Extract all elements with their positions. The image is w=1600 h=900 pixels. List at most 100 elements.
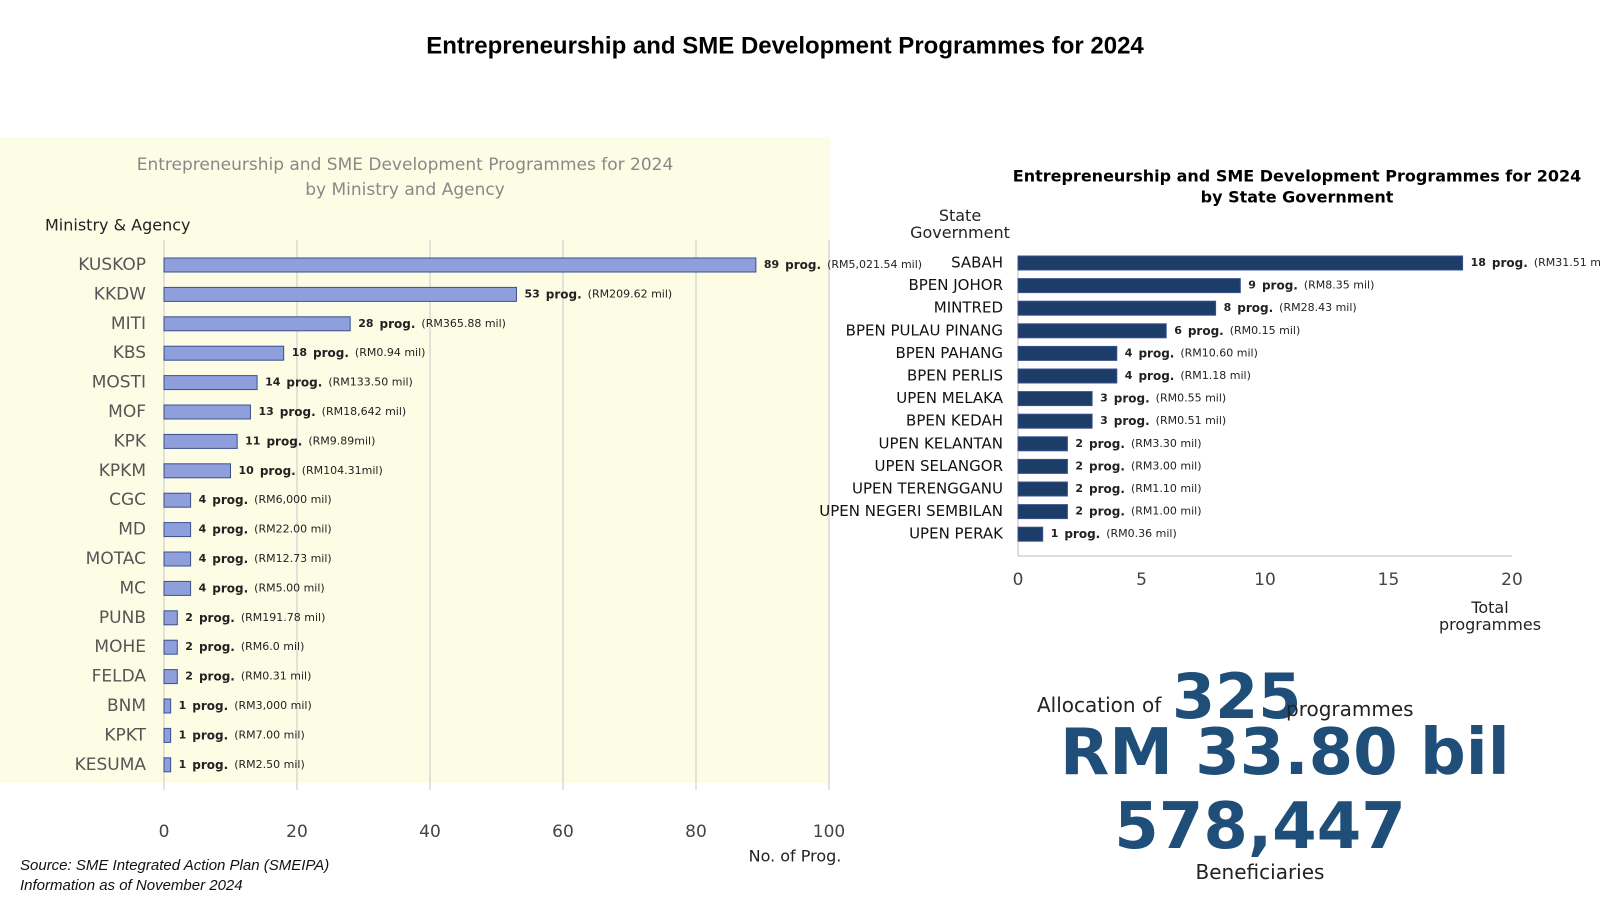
value-number: 4 [199, 493, 207, 506]
bar [163, 375, 258, 391]
value-label: 89 prog. (RM5,021.54 mil) [764, 258, 922, 272]
value-label: 1 prog. (RM2.50 mil) [179, 757, 305, 771]
y-tick-label: MOHE [94, 637, 146, 657]
chart-subtitle: by State Government [1201, 188, 1394, 207]
y-tick-label: KBS [113, 343, 146, 363]
value-label: 4 prog. (RM10.60 mil) [1125, 346, 1258, 360]
bar [1017, 436, 1068, 452]
summary-prefix: Allocation of [1037, 693, 1162, 717]
value-unit: prog. [1492, 256, 1528, 270]
value-number: 18 [1471, 256, 1486, 269]
y-tick-label: MC [119, 578, 146, 598]
value-unit: prog. [212, 581, 248, 595]
value-unit: prog. [266, 434, 302, 448]
y-tick-label: MITI [111, 314, 146, 334]
x-tick-label: 80 [685, 822, 707, 842]
bar [163, 639, 178, 655]
bar [1017, 255, 1464, 271]
y-tick-label: UPEN MELAKA [896, 389, 1003, 407]
value-annotation: (RM3.00 mil) [1131, 459, 1202, 472]
y-tick-label: KPKT [104, 725, 146, 745]
value-number: 4 [1125, 346, 1133, 359]
x-axis-label: No. of Prog. [749, 847, 842, 866]
page-title: Entrepreneurship and SME Development Pro… [426, 32, 1144, 59]
value-unit: prog. [1262, 278, 1298, 292]
y-tick-label: MOSTI [92, 373, 146, 393]
value-label: 6 prog. (RM0.15 mil) [1174, 323, 1300, 337]
value-label: 1 prog. (RM3,000 mil) [179, 699, 312, 713]
value-number: 4 [1125, 369, 1133, 382]
y-tick-label: MOF [108, 402, 146, 422]
value-unit: prog. [1138, 369, 1174, 383]
bar [1017, 526, 1044, 542]
y-tick-label: BPEN PAHANG [895, 344, 1003, 362]
value-unit: prog. [1089, 504, 1125, 518]
bar [163, 286, 517, 302]
value-label: 18 prog. (RM31.51 mil) [1471, 256, 1600, 270]
value-annotation: (RM1.18 mil) [1180, 369, 1251, 382]
chart-title: Entrepreneurship and SME Development Pro… [1013, 167, 1581, 186]
value-unit: prog. [212, 522, 248, 536]
value-annotation: (RM0.15 mil) [1230, 324, 1301, 337]
value-label: 8 prog. (RM28.43 mil) [1224, 301, 1357, 315]
value-label: 11 prog. (RM9.89mil) [245, 434, 375, 448]
value-unit: prog. [1089, 482, 1125, 496]
y-tick-label: BPEN PULAU PINANG [846, 321, 1003, 339]
bar [1017, 391, 1093, 407]
y-axis-label: Ministry & Agency [45, 216, 191, 235]
bar [1017, 458, 1068, 474]
value-label: 4 prog. (RM6,000 mil) [199, 493, 332, 507]
value-number: 53 [524, 287, 539, 300]
chart-title: Entrepreneurship and SME Development Pro… [137, 155, 674, 175]
value-unit: prog. [1114, 391, 1150, 405]
value-unit: prog. [212, 552, 248, 566]
value-unit: prog. [1188, 323, 1224, 337]
bar [1017, 345, 1118, 361]
value-label: 2 prog. (RM1.10 mil) [1075, 482, 1201, 496]
value-annotation: (RM18,642 mil) [322, 405, 407, 418]
value-number: 3 [1100, 392, 1108, 405]
value-number: 14 [265, 376, 281, 389]
value-label: 2 prog. (RM6.0 mil) [185, 640, 304, 654]
value-unit: prog. [1138, 346, 1174, 360]
value-label: 4 prog. (RM22.00 mil) [199, 522, 332, 536]
value-number: 4 [199, 581, 207, 594]
x-tick-label: 5 [1136, 570, 1147, 590]
value-annotation: (RM3.30 mil) [1131, 437, 1202, 450]
value-label: 28 prog. (RM365.88 mil) [358, 316, 506, 330]
y-tick-label: SABAH [951, 254, 1003, 272]
y-tick-label: UPEN NEGERI SEMBILAN [819, 502, 1003, 520]
value-label: 2 prog. (RM1.00 mil) [1075, 504, 1201, 518]
y-tick-label: UPEN TERENGGANU [852, 480, 1003, 498]
bar [163, 522, 192, 538]
value-annotation: (RM8.35 mil) [1304, 279, 1375, 292]
value-label: 1 prog. (RM0.36 mil) [1051, 527, 1177, 541]
bar [163, 257, 757, 273]
value-unit: prog. [192, 728, 228, 742]
bar [163, 727, 172, 743]
value-label: 1 prog. (RM7.00 mil) [179, 728, 305, 742]
bar [1017, 481, 1068, 497]
x-tick-label: 0 [159, 822, 170, 842]
y-tick-label: BPEN KEDAH [906, 412, 1003, 430]
y-tick-label: UPEN SELANGOR [874, 457, 1003, 475]
value-number: 2 [1075, 459, 1083, 472]
y-tick-label: BPEN PERLIS [907, 367, 1003, 385]
bar [163, 580, 192, 596]
y-tick-label: PUNB [99, 608, 146, 628]
value-number: 4 [199, 523, 207, 536]
bar [163, 345, 285, 361]
value-number: 11 [245, 434, 260, 447]
value-number: 13 [258, 405, 273, 418]
value-number: 3 [1100, 414, 1108, 427]
y-tick-label: MD [118, 520, 146, 540]
source-note: Information as of November 2024 [20, 877, 243, 894]
value-number: 2 [1075, 437, 1083, 450]
value-label: 4 prog. (RM12.73 mil) [199, 552, 332, 566]
value-annotation: (RM5.00 mil) [254, 581, 325, 594]
x-tick-label: 100 [813, 822, 845, 842]
y-tick-label: MINTRED [934, 299, 1003, 317]
value-unit: prog. [1089, 436, 1125, 450]
y-axis-label: State Government [910, 206, 1010, 242]
